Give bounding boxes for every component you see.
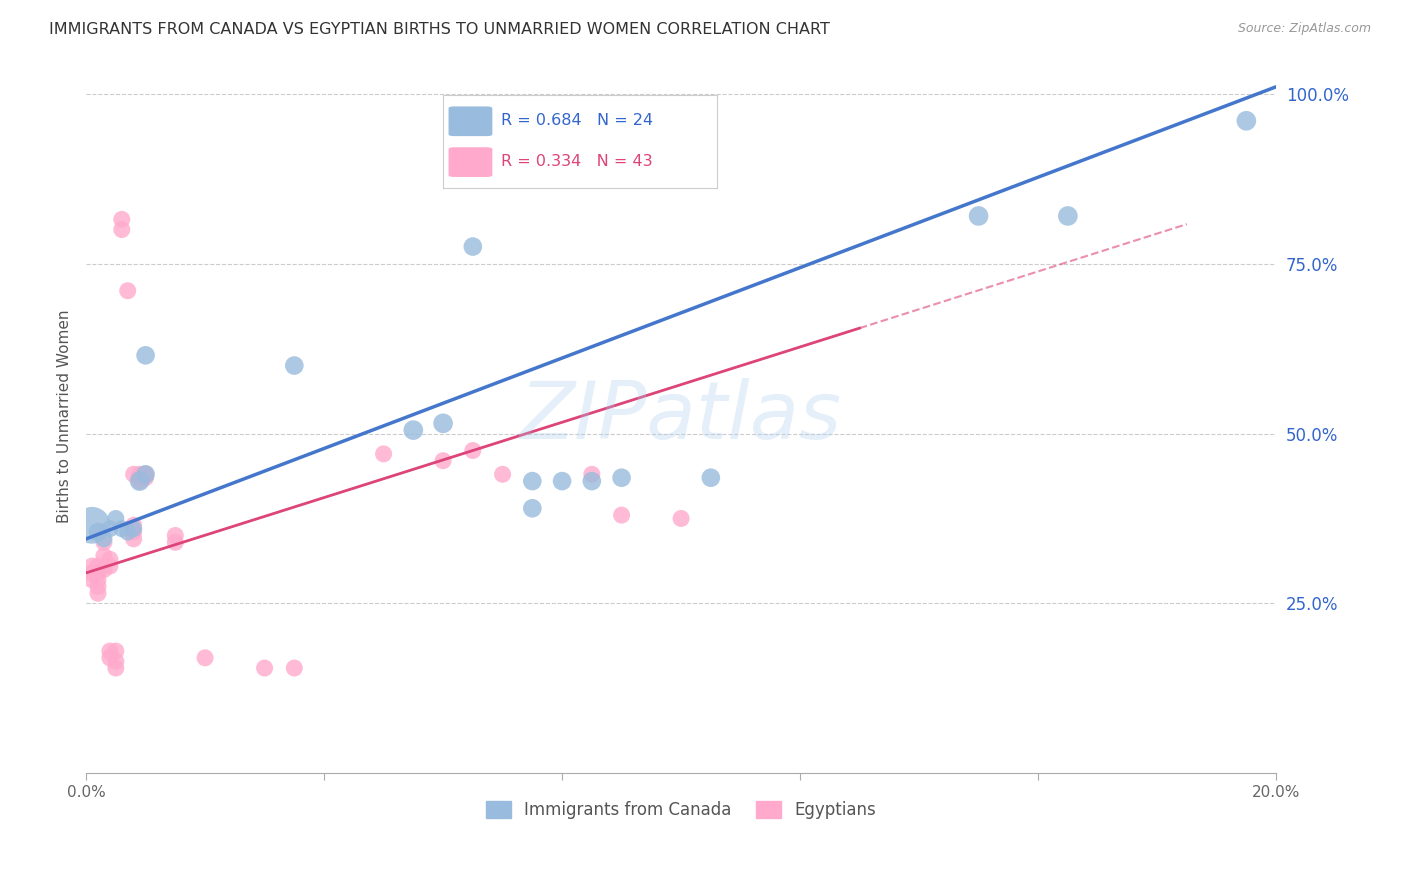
Point — [122, 532, 145, 546]
Point — [135, 467, 157, 482]
Point — [165, 535, 187, 549]
Point — [194, 651, 217, 665]
Point — [87, 566, 110, 580]
Point — [283, 359, 305, 373]
Point — [700, 471, 723, 485]
Point — [128, 467, 150, 482]
Point — [80, 559, 103, 574]
Point — [98, 644, 121, 658]
Point — [1056, 209, 1078, 223]
Point — [610, 471, 633, 485]
Point — [87, 579, 110, 593]
Point — [80, 566, 103, 580]
Legend: Immigrants from Canada, Egyptians: Immigrants from Canada, Egyptians — [479, 794, 883, 826]
Point — [432, 417, 454, 431]
Point — [402, 423, 425, 437]
Point — [967, 209, 990, 223]
Point — [98, 559, 121, 574]
Point — [111, 522, 134, 536]
Point — [87, 559, 110, 574]
Point — [128, 474, 150, 488]
Point — [491, 467, 513, 482]
Point — [87, 573, 110, 587]
Point — [80, 573, 103, 587]
Point — [117, 525, 139, 540]
Point — [117, 284, 139, 298]
Point — [283, 661, 305, 675]
Point — [111, 222, 134, 236]
Point — [461, 239, 484, 253]
Point — [122, 525, 145, 540]
Point — [373, 447, 395, 461]
Text: IMMIGRANTS FROM CANADA VS EGYPTIAN BIRTHS TO UNMARRIED WOMEN CORRELATION CHART: IMMIGRANTS FROM CANADA VS EGYPTIAN BIRTH… — [49, 22, 830, 37]
Point — [522, 501, 544, 516]
Point — [253, 661, 276, 675]
Text: ZIPatlas: ZIPatlas — [520, 377, 842, 456]
Text: Source: ZipAtlas.com: Source: ZipAtlas.com — [1237, 22, 1371, 36]
Point — [104, 661, 127, 675]
Point — [128, 471, 150, 485]
Point — [122, 518, 145, 533]
Point — [98, 552, 121, 566]
Point — [93, 562, 115, 576]
Point — [432, 453, 454, 467]
Point — [87, 525, 110, 540]
Point — [461, 443, 484, 458]
Point — [93, 549, 115, 563]
Y-axis label: Births to Unmarried Women: Births to Unmarried Women — [58, 310, 72, 524]
Point — [122, 522, 145, 536]
Point — [104, 511, 127, 525]
Point — [128, 474, 150, 488]
Point — [104, 644, 127, 658]
Point — [87, 586, 110, 600]
Point — [165, 528, 187, 542]
Point — [111, 212, 134, 227]
Point — [610, 508, 633, 522]
Point — [581, 467, 603, 482]
Point — [135, 348, 157, 362]
Point — [135, 467, 157, 482]
Point — [93, 535, 115, 549]
Point — [80, 518, 103, 533]
Point — [98, 522, 121, 536]
Point — [522, 474, 544, 488]
Point — [551, 474, 574, 488]
Point — [98, 651, 121, 665]
Point — [581, 474, 603, 488]
Point — [122, 467, 145, 482]
Point — [104, 654, 127, 668]
Point — [135, 467, 157, 482]
Point — [1234, 113, 1257, 128]
Point — [135, 471, 157, 485]
Point — [93, 532, 115, 546]
Point — [669, 511, 692, 525]
